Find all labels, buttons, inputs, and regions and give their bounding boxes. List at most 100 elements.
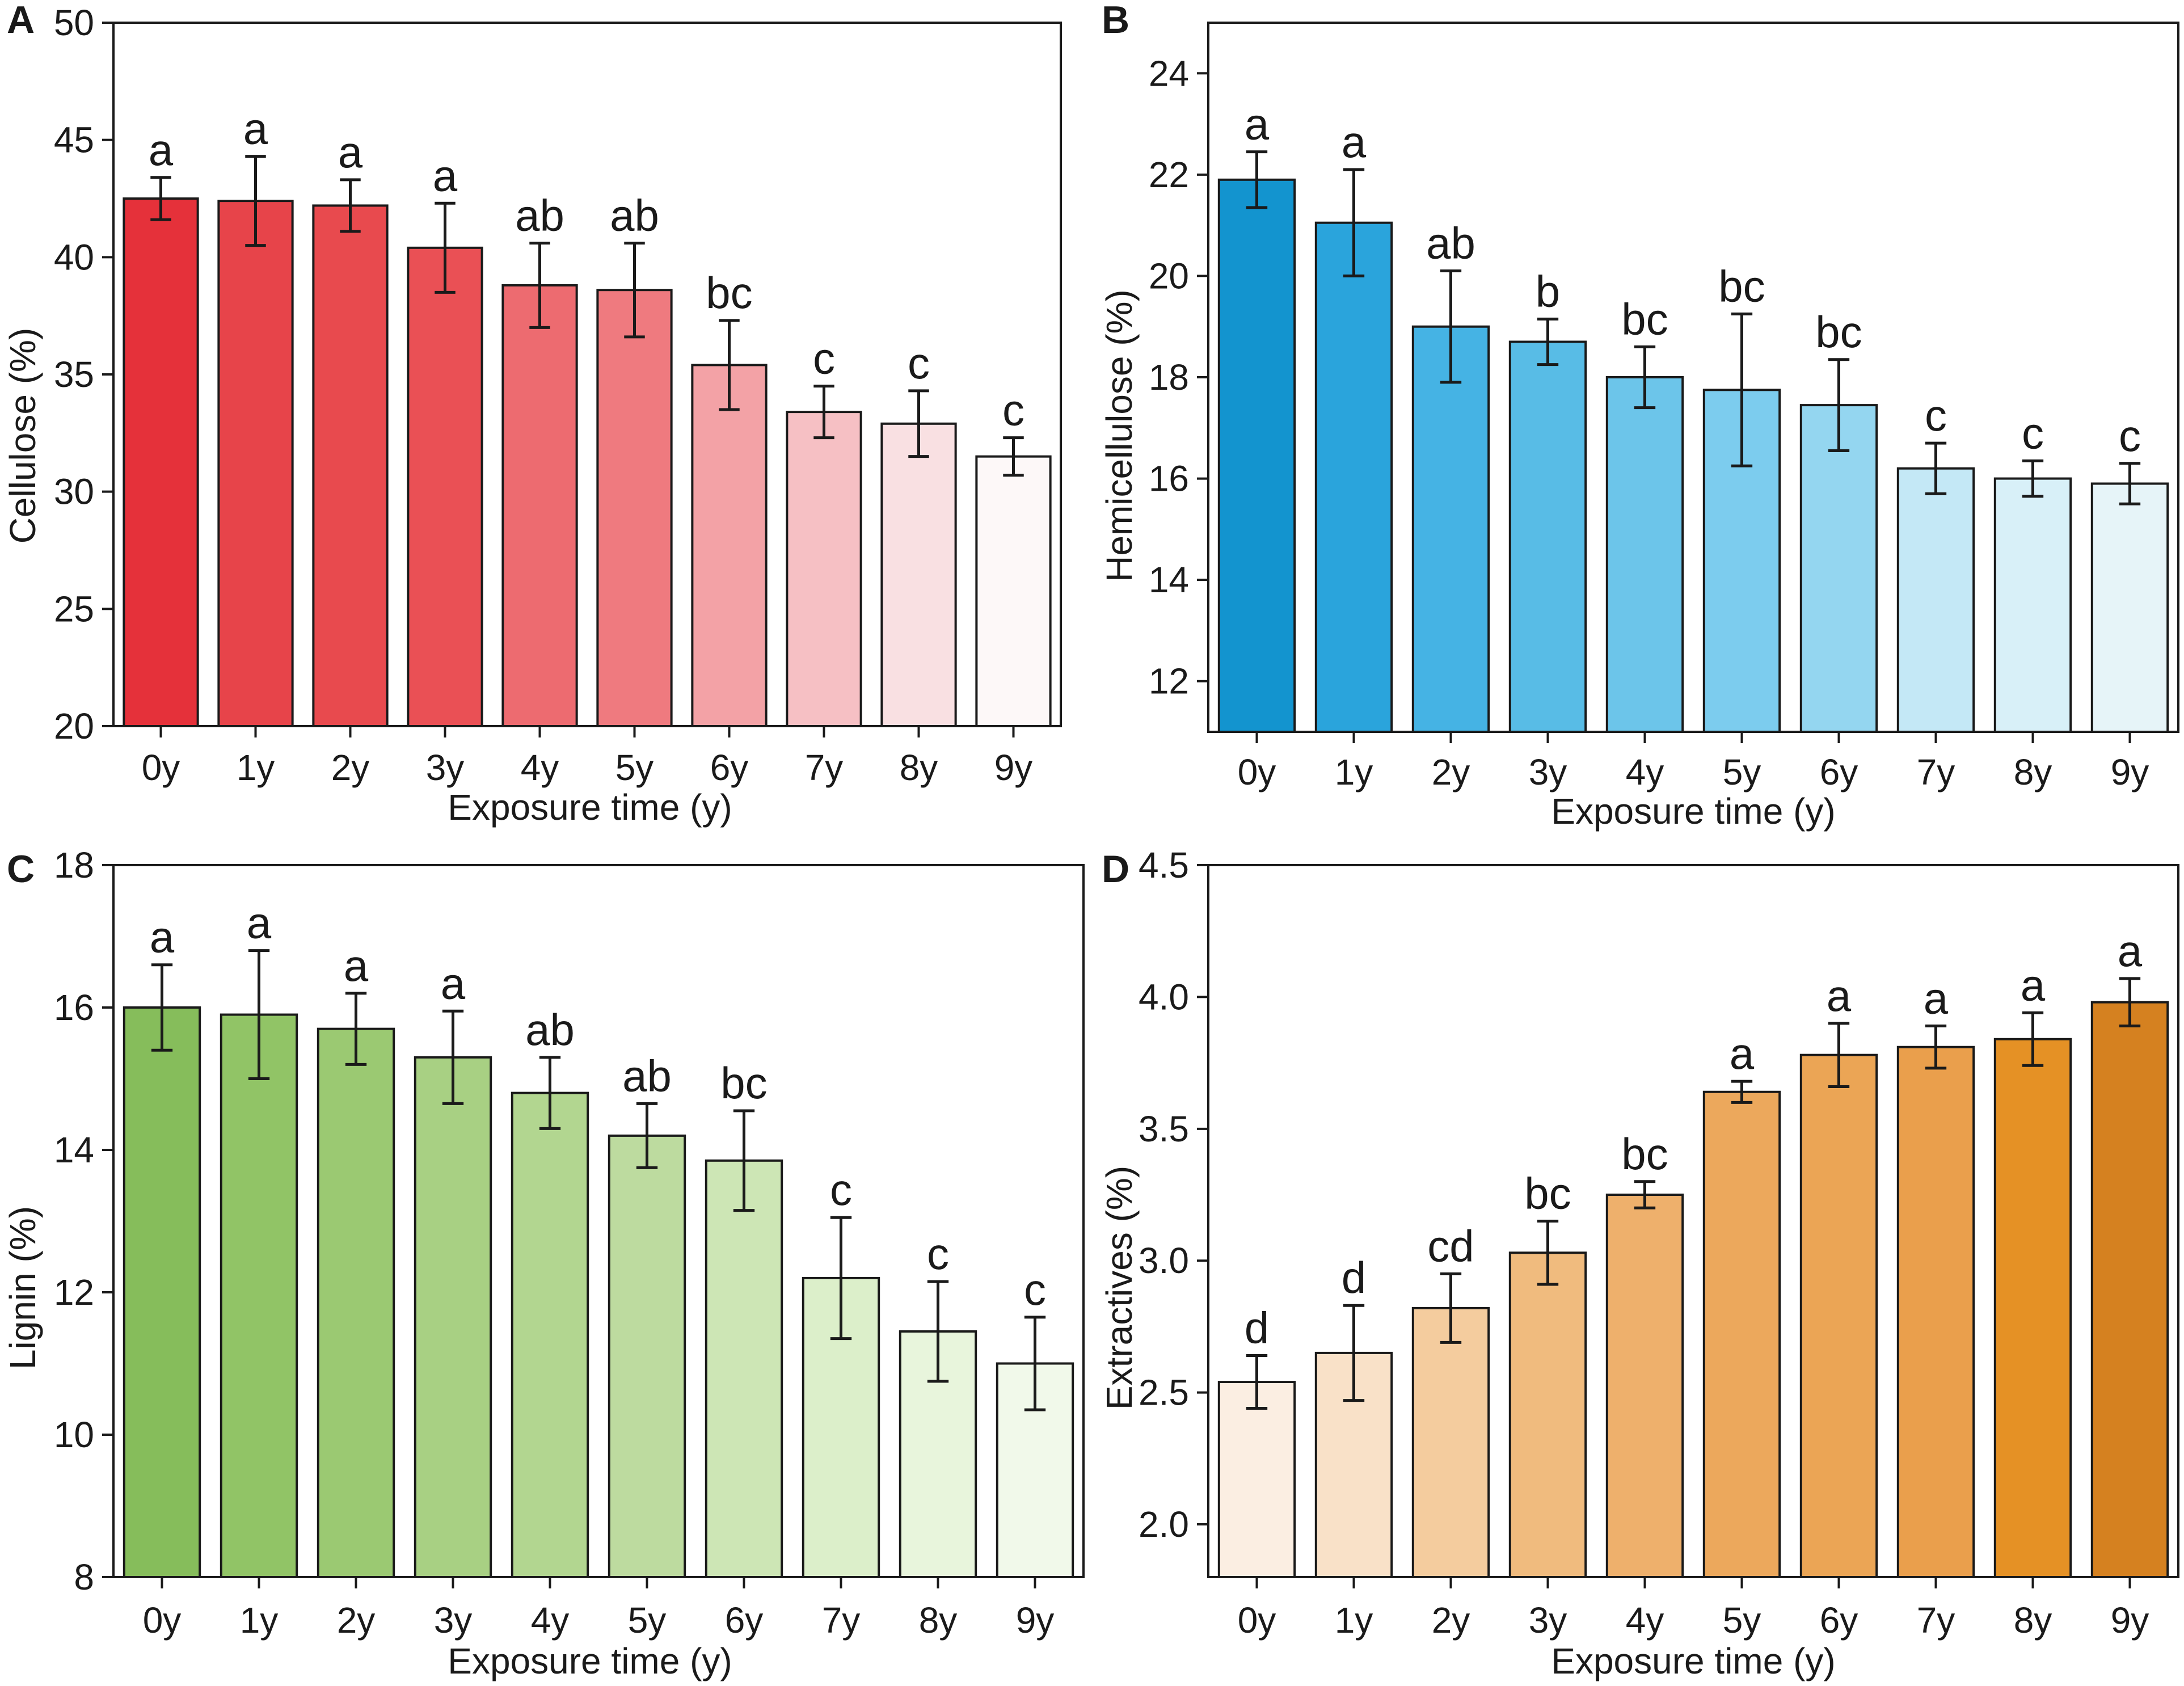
significance-label: a — [433, 150, 458, 200]
bar-4y — [501, 284, 578, 727]
x-tick-label: 8y — [2014, 752, 2052, 793]
y-tick-label: 3.0 — [1139, 1240, 1189, 1281]
error-bar-9y — [2119, 462, 2141, 505]
y-tick-label: 30 — [54, 471, 94, 512]
x-tick-label: 3y — [1529, 752, 1567, 793]
y-tick-label: 22 — [1149, 154, 1189, 195]
plot-frame — [112, 864, 1085, 1578]
x-tick-label: 3y — [434, 1600, 473, 1641]
y-tick-label: 12 — [54, 1272, 94, 1313]
error-bar-1y — [1343, 168, 1365, 277]
panel-cellulose-chart: A Cellulose (%) Exposure time (y) a 0y a 1y… — [2, 0, 1062, 828]
bar-3y — [407, 246, 483, 727]
x-tick-label: 7y — [1917, 752, 1955, 793]
x-tick-label: 5y — [628, 1600, 667, 1641]
error-bar-8y — [908, 389, 929, 458]
significance-label: bc — [706, 268, 752, 318]
error-bar-2y — [1440, 269, 1462, 384]
significance-label: c — [2119, 411, 2141, 461]
significance-label: a — [441, 958, 466, 1008]
x-tick-label: 4y — [1626, 752, 1664, 793]
x-tick-label: 4y — [531, 1600, 570, 1641]
bar-1y — [217, 200, 294, 727]
significance-label: a — [243, 104, 268, 154]
significance-label: bc — [1621, 294, 1668, 344]
bar-0y — [1217, 1381, 1296, 1579]
error-bar-5y — [624, 242, 645, 339]
error-bar-4y — [1634, 345, 1656, 410]
error-bar-9y — [2119, 977, 2141, 1028]
significance-label: a — [344, 941, 369, 990]
bar-0y — [1217, 178, 1296, 733]
y-tick-label: 25 — [54, 588, 94, 629]
bar-4y — [511, 1091, 589, 1578]
x-tick-label: 1y — [240, 1600, 279, 1641]
bar-3y — [1508, 340, 1587, 733]
error-bar-1y — [245, 155, 266, 247]
error-bar-6y — [719, 319, 740, 411]
significance-label: ab — [610, 191, 659, 241]
panel-letter: A — [7, 0, 35, 41]
bar-7y — [1896, 467, 1975, 733]
bar-2y — [312, 204, 389, 727]
y-tick-label: 12 — [1149, 661, 1189, 702]
significance-label: a — [2021, 960, 2046, 1010]
significance-label: c — [927, 1229, 949, 1279]
x-tick-label: 7y — [822, 1600, 861, 1641]
x-tick-label: 0y — [1238, 1600, 1276, 1641]
x-tick-label: 0y — [142, 747, 180, 788]
bar-7y — [786, 411, 862, 727]
error-bar-0y — [150, 176, 171, 221]
x-tick-label: 1y — [1335, 752, 1373, 793]
x-tick-label: 3y — [1529, 1600, 1567, 1641]
significance-label: bc — [1621, 1129, 1668, 1179]
y-axis-title: Hemicellulose (%) — [1099, 289, 1140, 582]
y-tick-label: 4.5 — [1139, 845, 1189, 886]
panel-extractives-chart: D Extractives (%) Exposure time (y) d 0y d… — [1099, 845, 2179, 1681]
error-bar-2y — [345, 992, 367, 1066]
error-bar-5y — [1731, 312, 1753, 467]
y-axis-title: Cellulose (%) — [2, 328, 43, 544]
x-tick-label: 2y — [1432, 752, 1470, 793]
significance-label: a — [2118, 926, 2143, 976]
y-tick-label: 35 — [54, 354, 94, 395]
error-bar-7y — [1925, 1025, 1947, 1070]
significance-label: c — [1002, 385, 1024, 435]
bar-2y — [317, 1027, 395, 1578]
x-tick-label: 5y — [615, 747, 654, 788]
error-bar-7y — [830, 1216, 852, 1341]
panel-hemicellulose-chart: B Hemicellulose (%) Exposure time (y) a 0… — [1099, 0, 2179, 832]
significance-label: a — [150, 912, 175, 962]
bar-5y — [1702, 1090, 1781, 1578]
significance-label: ab — [515, 191, 564, 241]
bar-0y — [123, 1006, 201, 1578]
error-bar-0y — [151, 963, 173, 1052]
y-tick-label: 18 — [54, 845, 94, 886]
error-bar-6y — [733, 1109, 755, 1212]
error-bar-4y — [1634, 1180, 1656, 1209]
x-tick-label: 0y — [143, 1600, 182, 1641]
significance-label: c — [813, 334, 835, 383]
significance-label: bc — [1815, 307, 1862, 357]
error-bar-9y — [1003, 436, 1024, 477]
panel-lignin-chart: C Lignin (%) Exposure time (y) a 0y a 1y a 2y… — [2, 845, 1085, 1681]
plot-frame — [1207, 22, 2179, 733]
y-tick-label: 18 — [1149, 357, 1189, 398]
x-tick-label: 9y — [2111, 1600, 2149, 1641]
x-tick-label: 6y — [1820, 1600, 1858, 1641]
y-tick-label: 24 — [1149, 53, 1189, 94]
y-tick-label: 14 — [1149, 559, 1189, 600]
x-tick-label: 0y — [1238, 752, 1276, 793]
error-bar-3y — [1537, 1220, 1559, 1286]
significance-label: a — [338, 127, 363, 177]
x-tick-label: 4y — [1626, 1600, 1664, 1641]
x-tick-label: 8y — [2014, 1600, 2052, 1641]
bar-3y — [414, 1056, 492, 1578]
significance-label: d — [1342, 1253, 1366, 1303]
significance-label: ab — [622, 1051, 672, 1101]
x-axis-title: Exposure time (y) — [448, 1641, 732, 1681]
panel-letter: D — [1102, 848, 1129, 891]
panel-letter: C — [7, 848, 35, 891]
significance-label: bc — [1524, 1169, 1571, 1219]
